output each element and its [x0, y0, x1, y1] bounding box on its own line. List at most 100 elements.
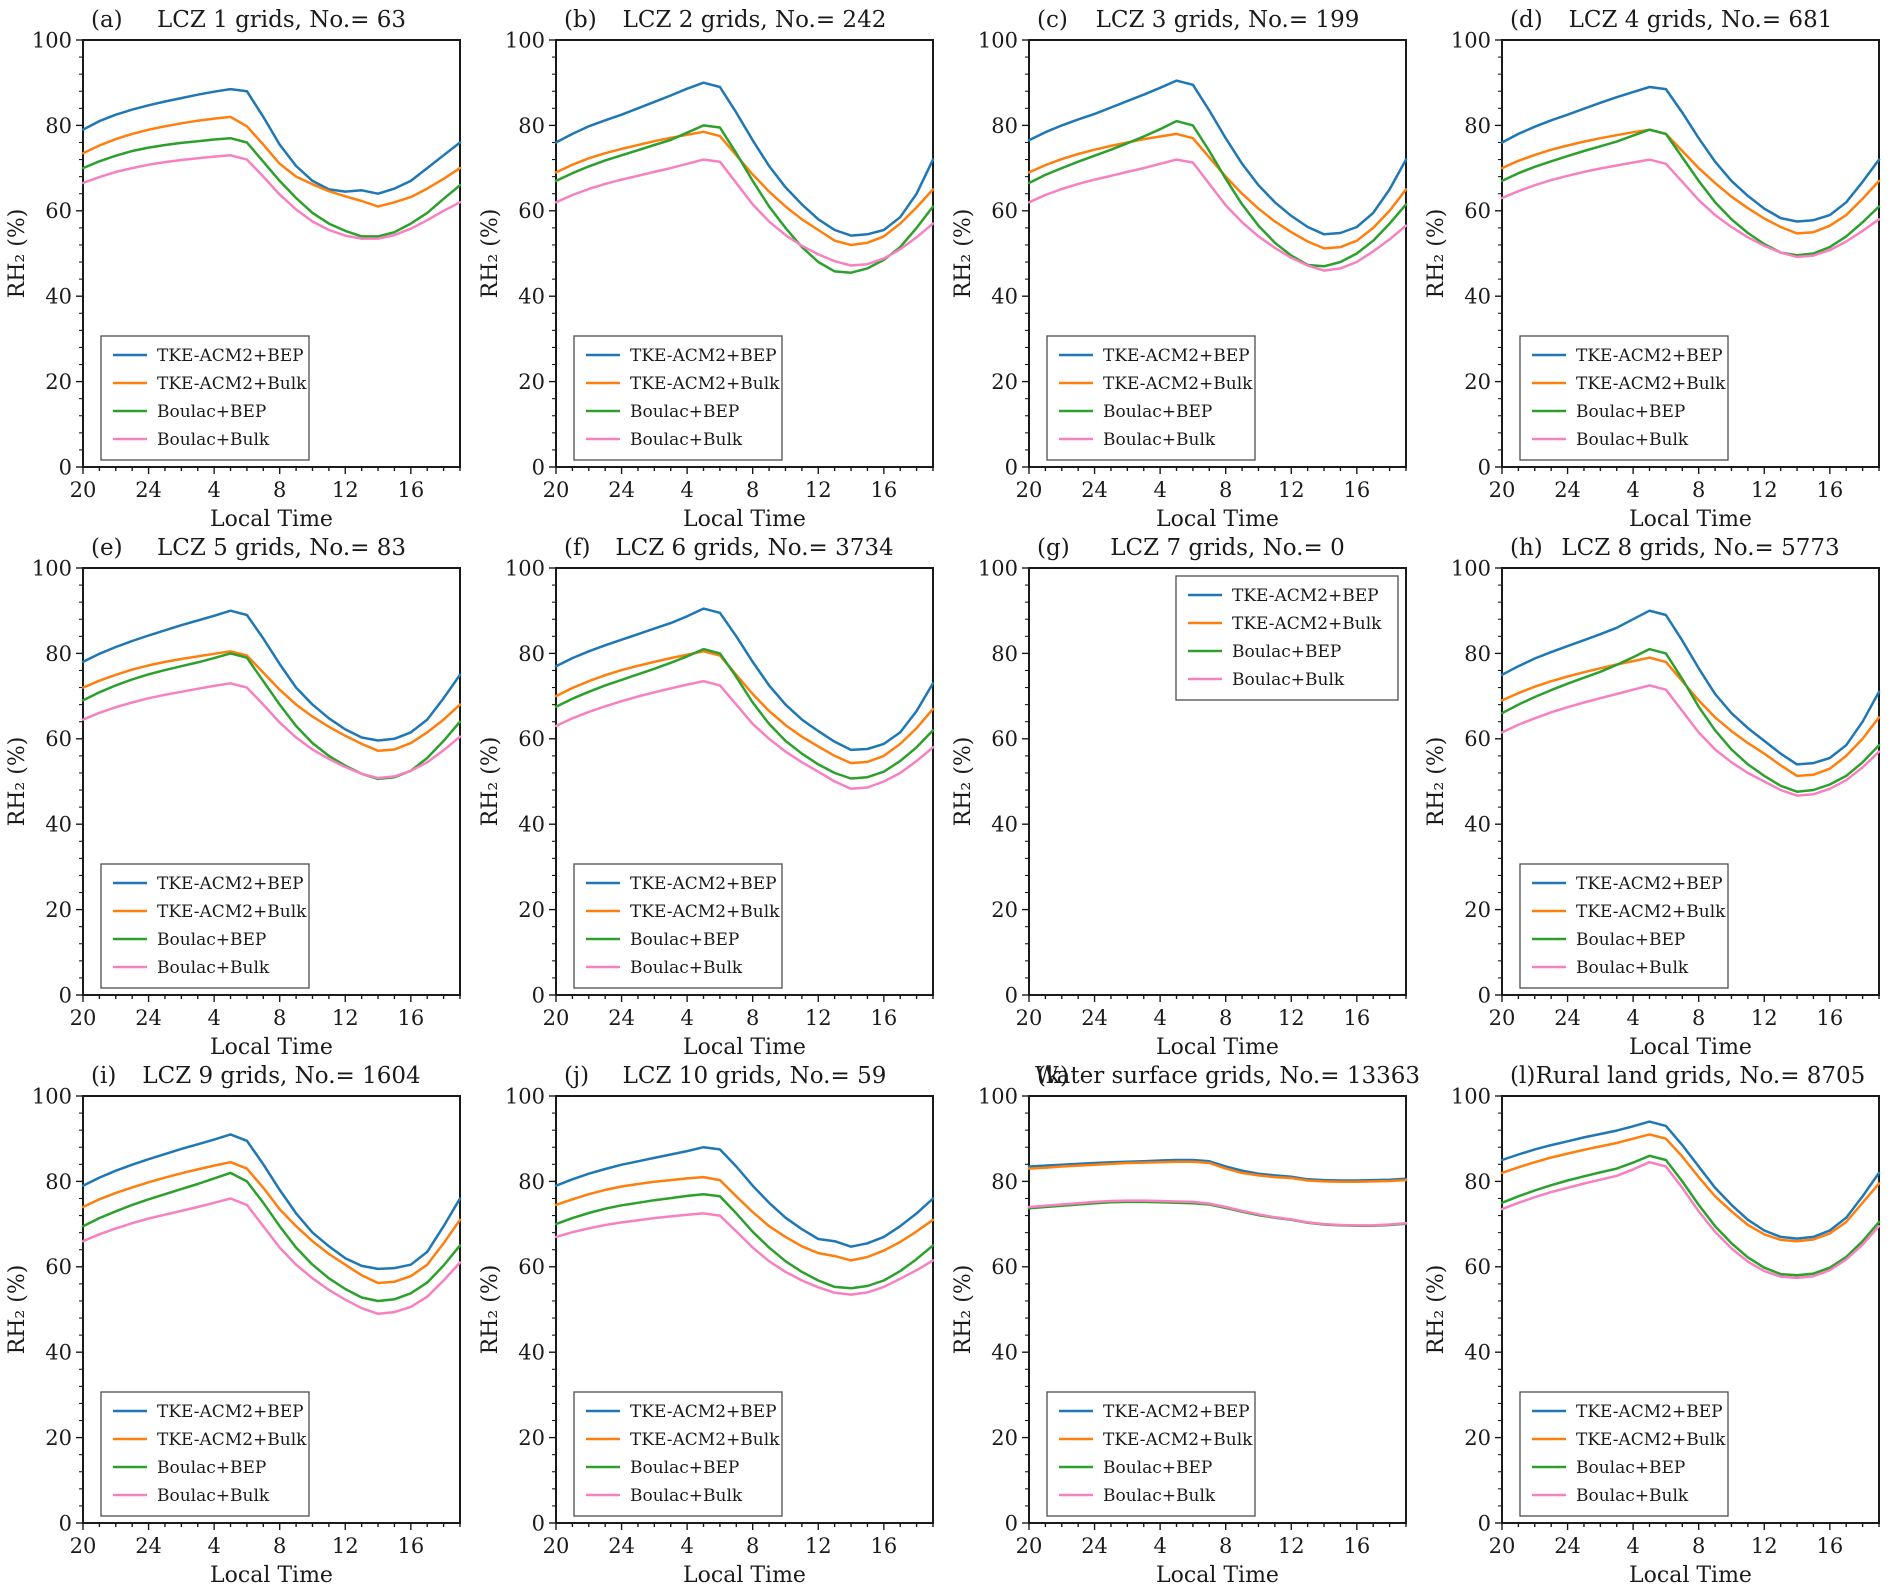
x-axis-label: Local Time	[1629, 1035, 1752, 1060]
x-tick-label: 8	[746, 1534, 759, 1558]
x-tick-label: 20	[1016, 1006, 1043, 1030]
y-tick-label: 60	[45, 727, 72, 751]
legend-label: TKE-ACM2+BEP	[630, 346, 777, 366]
legend-label: Boulac+BEP	[630, 1458, 739, 1478]
x-tick-label: 8	[1692, 478, 1705, 502]
series-line-Boulac+Bulk	[554, 1212, 935, 1296]
x-tick-label: 20	[543, 478, 570, 502]
legend-label: Boulac+Bulk	[157, 958, 270, 978]
y-tick-label: 100	[32, 556, 72, 580]
x-tick-label: 12	[1278, 1006, 1305, 1030]
y-tick-label: 100	[32, 1084, 72, 1108]
series-line-Boulac+Bulk	[81, 154, 462, 240]
y-tick-label: 20	[1464, 370, 1491, 394]
x-tick-label: 12	[1278, 1534, 1305, 1558]
x-tick-label: 16	[1816, 1534, 1843, 1558]
legend-label: TKE-ACM2+Bulk	[157, 902, 307, 922]
series-line-TKE-ACM2+Bulk	[1500, 1133, 1881, 1243]
x-tick-label: 16	[870, 1534, 897, 1558]
plot-box	[82, 567, 461, 996]
subplot-title: LCZ 4 grids, No.= 681	[1569, 7, 1833, 33]
legend-label: Boulac+Bulk	[630, 958, 743, 978]
legend-label: TKE-ACM2+Bulk	[1103, 374, 1253, 394]
y-axis-label: RH₂ (%)	[5, 209, 30, 299]
series-line-TKE-ACM2+BEP	[554, 1145, 935, 1248]
series-line-TKE-ACM2+Bulk	[1500, 128, 1881, 235]
y-tick-label: 20	[518, 370, 545, 394]
legend-label: Boulac+Bulk	[1576, 1486, 1689, 1506]
subplot-title: Water surface grids, No.= 13363	[1035, 1063, 1420, 1089]
y-tick-label: 20	[518, 1426, 545, 1450]
plot-box	[1028, 567, 1407, 996]
legend-label: TKE-ACM2+Bulk	[1103, 1430, 1253, 1450]
x-tick-label: 4	[1626, 478, 1639, 502]
legend-label: Boulac+Bulk	[630, 1486, 743, 1506]
x-axis-label: Local Time	[1156, 1035, 1279, 1060]
x-tick-label: 24	[1554, 1534, 1581, 1558]
series-line-Boulac+BEP	[1027, 119, 1408, 268]
y-tick-label: 0	[1478, 455, 1491, 479]
x-tick-label: 8	[746, 478, 759, 502]
x-tick-label: 4	[680, 1006, 693, 1030]
y-tick-label: 20	[518, 898, 545, 922]
x-tick-label: 24	[135, 1534, 162, 1558]
y-tick-label: 80	[45, 1170, 72, 1194]
x-tick-label: 4	[1153, 478, 1166, 502]
x-tick-label: 16	[1816, 478, 1843, 502]
legend-label: Boulac+BEP	[1576, 1458, 1685, 1478]
series-line-Boulac+BEP	[81, 652, 462, 781]
subplot-title: LCZ 1 grids, No.= 63	[157, 7, 406, 33]
x-axis-label: Local Time	[1629, 1563, 1752, 1584]
legend-label: Boulac+Bulk	[1576, 430, 1689, 450]
panel-label: (k)	[1037, 1063, 1069, 1089]
legend: TKE-ACM2+BEP TKE-ACM2+Bulk Boulac+BEP Boula…	[100, 1391, 310, 1517]
legend-label: TKE-ACM2+BEP	[1576, 874, 1723, 894]
legend-label: TKE-ACM2+BEP	[1103, 1402, 1250, 1422]
x-tick-label: 24	[135, 1006, 162, 1030]
x-tick-label: 16	[1816, 1006, 1843, 1030]
y-tick-label: 0	[59, 455, 72, 479]
legend: TKE-ACM2+BEP TKE-ACM2+Bulk Boulac+BEP Boula…	[573, 1391, 783, 1517]
x-tick-label: 16	[870, 478, 897, 502]
series-line-TKE-ACM2+Bulk	[554, 650, 935, 765]
y-axis-label: RH₂ (%)	[5, 1265, 30, 1355]
plot-box	[1501, 1095, 1880, 1524]
x-tick-label: 4	[1153, 1006, 1166, 1030]
series-line-TKE-ACM2+Bulk	[1027, 1160, 1408, 1184]
x-tick-label: 12	[805, 1006, 832, 1030]
y-tick-label: 0	[59, 983, 72, 1007]
x-tick-label: 4	[680, 1534, 693, 1558]
y-tick-label: 20	[991, 898, 1018, 922]
subplot-title: LCZ 8 grids, No.= 5773	[1561, 535, 1839, 561]
series-line-Boulac+Bulk	[81, 1197, 462, 1316]
legend: TKE-ACM2+BEP TKE-ACM2+Bulk Boulac+BEP Boula…	[573, 335, 783, 461]
x-tick-label: 16	[397, 478, 424, 502]
y-tick-label: 100	[978, 556, 1018, 580]
legend: TKE-ACM2+BEP TKE-ACM2+Bulk Boulac+BEP Boula…	[100, 863, 310, 989]
y-axis-label: RH₂ (%)	[1424, 737, 1449, 827]
subplot-title: LCZ 5 grids, No.= 83	[157, 535, 406, 561]
y-tick-label: 40	[518, 1341, 545, 1365]
legend-label: TKE-ACM2+Bulk	[630, 374, 780, 394]
legend-label: TKE-ACM2+BEP	[1576, 346, 1723, 366]
x-tick-label: 24	[608, 1006, 635, 1030]
legend-label: Boulac+BEP	[630, 930, 739, 950]
x-tick-label: 12	[1751, 478, 1778, 502]
x-tick-label: 12	[1751, 1006, 1778, 1030]
y-tick-label: 40	[991, 285, 1018, 309]
legend: TKE-ACM2+BEP TKE-ACM2+Bulk Boulac+BEP Boula…	[1046, 335, 1256, 461]
panel-label: (l)	[1510, 1063, 1535, 1089]
x-tick-label: 4	[1153, 1534, 1166, 1558]
x-axis-label: Local Time	[210, 1563, 333, 1584]
y-tick-label: 100	[505, 28, 545, 52]
legend-label: Boulac+BEP	[1576, 402, 1685, 422]
x-tick-label: 8	[1692, 1534, 1705, 1558]
subplot-title: LCZ 7 grids, No.= 0	[1110, 535, 1344, 561]
series-line-Boulac+BEP	[81, 136, 462, 238]
x-tick-label: 4	[1626, 1006, 1639, 1030]
